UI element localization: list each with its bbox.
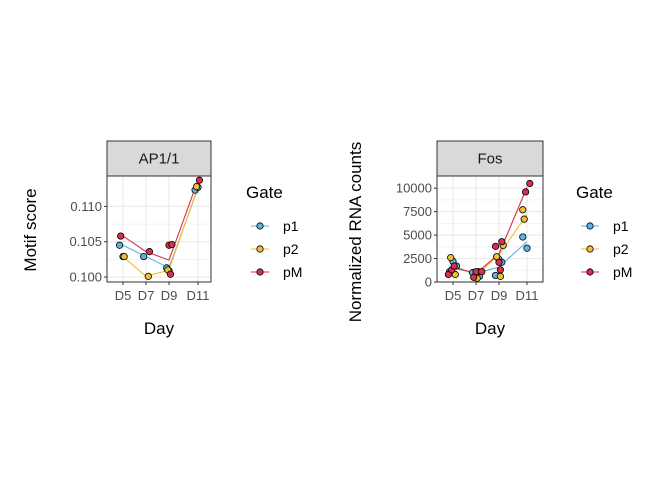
panel1-legend-label-pM: pM xyxy=(283,264,302,280)
panel2-legend-key-point-p2 xyxy=(586,245,594,253)
panel2-legend-title: Gate xyxy=(576,183,613,202)
panel2-y-axis-title: Normalized RNA counts xyxy=(346,142,365,322)
panel2-legend-label-p2: p2 xyxy=(613,241,629,257)
panel2-y-tick-label: 5000 xyxy=(403,228,432,243)
panel1-strip-label: AP1/1 xyxy=(139,151,180,168)
panel1-x-tick-label: D5 xyxy=(115,288,132,303)
panel1-point-p2 xyxy=(144,272,152,280)
panel2-point-pM xyxy=(478,268,486,276)
panel1-legend-key-point-p1 xyxy=(256,222,264,230)
panel1-point-pM xyxy=(195,176,204,184)
panel2-y-tick-label: 7500 xyxy=(403,204,432,219)
panel2-point-p2 xyxy=(519,206,527,214)
panel1-x-tick-label: D7 xyxy=(138,288,155,303)
panel1-point-pM xyxy=(145,248,154,256)
panel2-point-p1 xyxy=(519,233,527,241)
panel1-x-tick-label: D9 xyxy=(161,288,178,303)
panel2-point-p2 xyxy=(447,254,455,262)
panel2-point-pM xyxy=(444,270,452,279)
panel2-point-pM xyxy=(521,188,530,196)
panel2-point-p2 xyxy=(451,270,459,279)
panel1-x-axis-title: Day xyxy=(144,319,175,338)
panel2-point-pM xyxy=(495,258,503,266)
panel2-point-pM xyxy=(496,266,504,274)
panel1-point-pM xyxy=(168,240,176,249)
panel2-x-tick-label: D7 xyxy=(468,288,485,303)
panel1-point-pM xyxy=(166,270,175,278)
panel2-legend-label-p1: p1 xyxy=(613,218,629,234)
panel1-legend-label-p1: p1 xyxy=(283,218,299,234)
panel2-strip xyxy=(436,140,544,177)
panel1-legend-label-p2: p2 xyxy=(283,241,299,257)
panel2-strip-label: Fos xyxy=(477,151,502,168)
panel2-point-pM xyxy=(498,238,506,246)
panel2-point-p2 xyxy=(520,215,528,223)
panel1-point-p1 xyxy=(140,252,148,261)
panel1-point-p1 xyxy=(115,241,124,249)
panel1-legend-key-point-p2 xyxy=(256,245,264,253)
panel1-strip xyxy=(106,140,212,177)
panel2-point-pM xyxy=(491,242,500,250)
panel1-line-p2 xyxy=(122,186,199,277)
panel2-line-pM xyxy=(452,187,528,275)
panel2-point-p1 xyxy=(523,244,531,252)
panel1-y-axis-title: Motif score xyxy=(21,188,40,271)
panel2-legend-key-point-p1 xyxy=(586,222,594,230)
panel2-y-tick-label: 0 xyxy=(425,275,432,290)
panel2-point-p2 xyxy=(496,272,504,280)
panel2-legend-key-point-pM xyxy=(586,268,594,276)
panel2-y-tick-label: 2500 xyxy=(403,251,432,266)
panel1-point-p2 xyxy=(192,183,201,191)
panel2-x-axis-title: Day xyxy=(475,319,506,338)
panel2-border xyxy=(436,175,544,283)
panel2-point-pM xyxy=(526,179,534,188)
panel1-x-tick-label: D11 xyxy=(187,288,210,303)
panel1-border xyxy=(106,175,212,283)
panel2-x-tick-label: D9 xyxy=(491,288,508,303)
panel2-x-tick-label: D11 xyxy=(516,288,539,303)
panel1-y-tick-label: 0.105 xyxy=(69,234,102,249)
panel1-legend-key-point-pM xyxy=(256,268,264,276)
panel2-x-tick-label: D5 xyxy=(445,288,462,303)
panel1-point-pM xyxy=(117,232,125,240)
panel1-line-pM xyxy=(122,180,199,261)
panel1-y-tick-label: 0.100 xyxy=(69,270,102,285)
panel2-y-tick-label: 10000 xyxy=(396,181,432,196)
panel1-point-p2 xyxy=(120,252,128,261)
panel1-legend-title: Gate xyxy=(246,183,283,202)
panel2-point-pM xyxy=(450,262,458,270)
panel2-legend-label-pM: pM xyxy=(613,264,632,280)
panel1-y-tick-label: 0.110 xyxy=(70,199,102,214)
